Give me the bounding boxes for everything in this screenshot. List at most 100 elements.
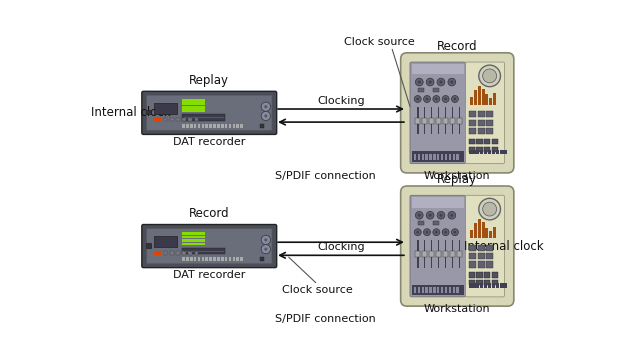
Circle shape xyxy=(427,78,434,86)
Bar xyxy=(453,154,455,160)
Bar xyxy=(431,107,433,134)
Bar xyxy=(476,150,479,154)
Bar xyxy=(484,283,487,287)
Bar xyxy=(459,107,460,134)
Bar xyxy=(182,248,224,254)
Circle shape xyxy=(423,229,430,236)
Bar xyxy=(176,118,180,121)
FancyBboxPatch shape xyxy=(146,228,272,264)
FancyBboxPatch shape xyxy=(466,195,505,297)
Bar xyxy=(472,150,476,154)
Bar xyxy=(443,251,448,257)
Bar xyxy=(188,118,192,121)
Bar xyxy=(217,257,219,261)
Circle shape xyxy=(428,214,432,217)
Bar xyxy=(436,251,441,257)
Text: DAT recorder: DAT recorder xyxy=(173,137,246,147)
Text: Replay: Replay xyxy=(189,74,229,87)
Bar xyxy=(456,154,459,160)
Circle shape xyxy=(427,211,434,219)
Bar xyxy=(458,118,462,124)
Circle shape xyxy=(415,211,423,219)
Bar xyxy=(484,147,490,152)
Bar xyxy=(492,283,495,287)
Bar xyxy=(487,128,494,134)
Bar xyxy=(412,285,464,295)
Bar xyxy=(146,243,151,248)
Bar xyxy=(422,154,424,160)
Bar xyxy=(484,139,490,144)
Circle shape xyxy=(415,78,423,86)
Circle shape xyxy=(261,245,270,254)
Bar xyxy=(422,287,424,293)
Bar xyxy=(470,230,473,238)
Bar xyxy=(492,139,498,144)
Bar xyxy=(449,154,451,160)
Bar xyxy=(210,257,212,261)
Bar xyxy=(503,283,507,287)
Bar xyxy=(412,64,464,74)
Bar xyxy=(476,272,482,278)
Bar xyxy=(195,118,198,121)
Text: Record: Record xyxy=(437,40,477,53)
Bar xyxy=(433,221,440,225)
Bar xyxy=(459,240,460,268)
Bar xyxy=(469,280,475,285)
Bar xyxy=(154,236,177,247)
Bar xyxy=(485,94,489,105)
Bar xyxy=(182,242,205,245)
Bar xyxy=(482,222,485,238)
Bar xyxy=(438,107,440,134)
Bar xyxy=(445,240,446,268)
Bar xyxy=(488,150,491,154)
Bar xyxy=(422,118,427,124)
Bar xyxy=(182,236,205,238)
Bar xyxy=(182,118,186,121)
Bar xyxy=(478,111,485,118)
Bar xyxy=(441,154,443,160)
Circle shape xyxy=(437,211,445,219)
Circle shape xyxy=(426,231,428,234)
Bar xyxy=(241,257,243,261)
Circle shape xyxy=(264,105,267,108)
Bar xyxy=(414,154,416,160)
Bar xyxy=(492,147,498,152)
Bar xyxy=(433,88,440,92)
Bar xyxy=(484,272,490,278)
Bar xyxy=(412,197,464,208)
Bar xyxy=(469,272,475,278)
Bar xyxy=(478,86,481,105)
Bar xyxy=(452,107,453,134)
Circle shape xyxy=(442,95,449,102)
Bar xyxy=(487,253,494,259)
Bar xyxy=(198,257,200,261)
Bar xyxy=(195,252,198,254)
Bar xyxy=(205,124,208,128)
Text: Clocking: Clocking xyxy=(317,96,365,106)
Bar xyxy=(441,287,443,293)
Circle shape xyxy=(418,214,421,217)
Bar xyxy=(241,124,243,128)
Circle shape xyxy=(435,98,438,101)
Text: Internal clock: Internal clock xyxy=(92,106,171,119)
Bar xyxy=(260,257,264,261)
Circle shape xyxy=(482,69,497,83)
Bar xyxy=(190,124,193,128)
Bar xyxy=(205,257,208,261)
Bar xyxy=(449,287,451,293)
Circle shape xyxy=(417,98,419,101)
Bar xyxy=(425,287,428,293)
Bar xyxy=(445,154,447,160)
Bar xyxy=(487,120,494,126)
Bar xyxy=(478,120,485,126)
Bar xyxy=(433,154,435,160)
Circle shape xyxy=(423,95,430,102)
FancyBboxPatch shape xyxy=(410,62,466,164)
Bar xyxy=(186,257,188,261)
Bar xyxy=(478,219,481,238)
Bar xyxy=(476,283,479,287)
Bar xyxy=(487,111,494,118)
Circle shape xyxy=(450,214,453,217)
Bar xyxy=(164,118,167,121)
Circle shape xyxy=(435,231,438,234)
